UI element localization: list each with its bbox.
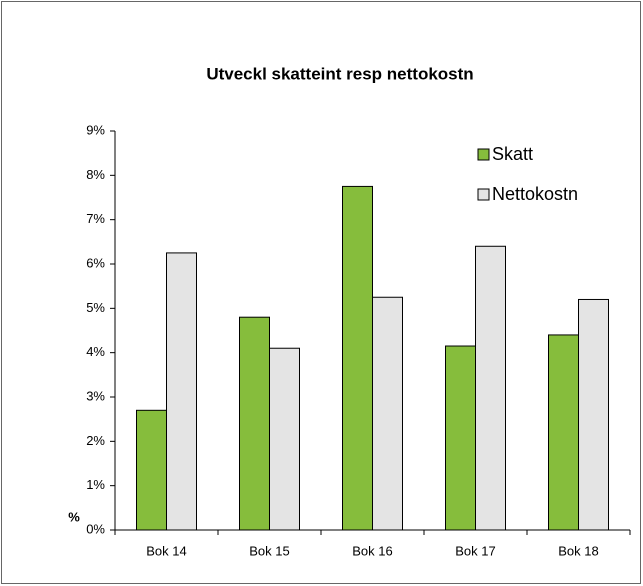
x-tick-label: Bok 15 xyxy=(249,543,289,558)
y-tick-label: 5% xyxy=(86,300,105,315)
legend-label: Skatt xyxy=(492,144,533,164)
bar xyxy=(475,245,506,531)
legend-swatch xyxy=(477,188,490,201)
y-tick-label: 9% xyxy=(86,122,105,137)
y-tick-label: 4% xyxy=(86,344,105,359)
y-axis-label: % xyxy=(68,509,80,524)
y-tick-label: 2% xyxy=(86,433,105,448)
x-tick-label: Bok 16 xyxy=(352,543,392,558)
x-tick-label: Bok 18 xyxy=(558,543,598,558)
y-tick-label: 6% xyxy=(86,255,105,270)
y-tick-label: 0% xyxy=(86,521,105,536)
x-tick-label: Bok 14 xyxy=(146,543,186,558)
bar xyxy=(166,252,197,531)
bar xyxy=(342,185,373,531)
bar xyxy=(269,347,300,531)
bar xyxy=(578,298,609,531)
legend-swatch xyxy=(477,148,490,161)
y-tick-label: 8% xyxy=(86,167,105,182)
chart-title: Utveckl skatteint resp nettokostn xyxy=(206,64,473,83)
legend-label: Nettokostn xyxy=(492,184,578,204)
bar xyxy=(445,345,476,531)
bar xyxy=(136,409,167,531)
x-tick-label: Bok 17 xyxy=(455,543,495,558)
y-tick-label: 1% xyxy=(86,477,105,492)
bar xyxy=(548,334,579,531)
bar xyxy=(372,296,403,531)
y-tick-label: 7% xyxy=(86,211,105,226)
y-tick-label: 3% xyxy=(86,388,105,403)
bar xyxy=(239,316,270,531)
